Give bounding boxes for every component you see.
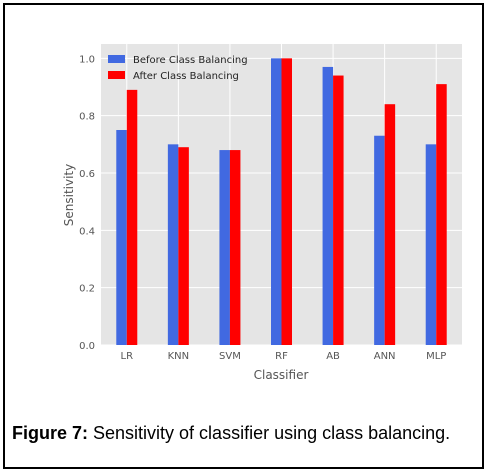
legend-swatch-1: [108, 71, 125, 79]
y-axis-label: Sensitivity: [62, 164, 76, 226]
legend-label-1: After Class Balancing: [133, 71, 239, 82]
bars: [116, 58, 447, 346]
bar-chart: 0.0 0.2 0.4 0.6 0.8 1.0 LR KNN SVM RF AB ANN MLP Se…: [62, 44, 462, 382]
y-tick-label-0: 0.0: [79, 341, 95, 352]
y-tick-label-1: 0.2: [79, 284, 95, 295]
caption-label: Figure 7:: [12, 423, 89, 443]
x-tick-label-knn: KNN: [168, 351, 190, 362]
legend: Before Class Balancing After Class Balanc…: [108, 55, 248, 82]
y-tick-label-5: 1.0: [79, 54, 95, 65]
x-tick-label-lr: LR: [121, 351, 134, 362]
x-tick-labels: LR KNN SVM RF AB ANN MLP: [121, 351, 447, 362]
bar-knn-series-1: [178, 147, 189, 345]
bar-knn-series-0: [167, 144, 179, 345]
bar-lr-series-0: [116, 130, 127, 345]
y-tick-label-4: 0.8: [79, 112, 95, 123]
bar-ab-series-0: [322, 66, 334, 345]
x-tick-label-rf: RF: [275, 351, 288, 362]
x-tick-label-ann: ANN: [374, 351, 396, 362]
bar-rf-series-0: [271, 58, 282, 345]
x-tick-label-ab: AB: [326, 351, 340, 362]
figure-caption: Figure 7: Sensitivity of classifier usin…: [12, 423, 450, 444]
x-tick-label-svm: SVM: [219, 351, 241, 362]
bar-rf-series-1: [281, 58, 292, 345]
x-tick-label-mlp: MLP: [426, 351, 446, 362]
bar-lr-series-1: [126, 89, 138, 345]
bar-mlp-series-0: [425, 144, 437, 345]
y-tick-labels: 0.0 0.2 0.4 0.6 0.8 1.0: [79, 54, 95, 352]
bar-ann-series-0: [374, 135, 385, 345]
legend-label-0: Before Class Balancing: [133, 55, 248, 66]
legend-swatch-0: [108, 55, 125, 63]
figure-frame: [3, 3, 484, 469]
x-axis-label: Classifier: [254, 368, 309, 382]
bar-mlp-series-1: [436, 84, 447, 345]
bar-svm-series-1: [229, 150, 241, 345]
bar-ab-series-1: [333, 75, 344, 346]
bar-ann-series-1: [384, 104, 396, 345]
bar-svm-series-0: [219, 150, 230, 345]
caption-text: Sensitivity of classifier using class ba…: [88, 423, 451, 443]
y-tick-label-2: 0.4: [79, 226, 95, 237]
y-tick-label-3: 0.6: [79, 169, 95, 180]
